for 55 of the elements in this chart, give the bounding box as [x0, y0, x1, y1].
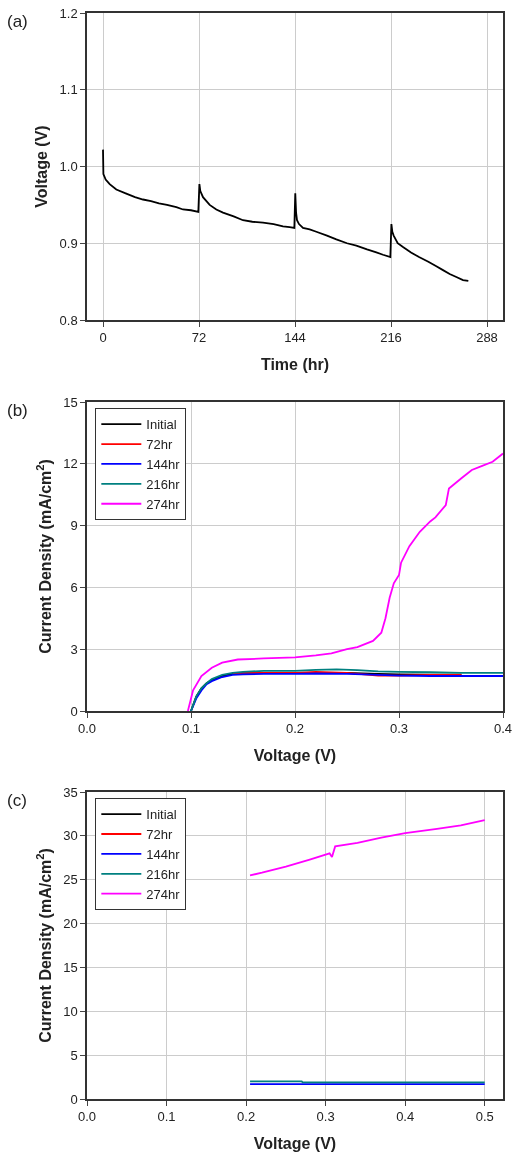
x-tick-label: 72	[191, 330, 207, 346]
y-tick-label: 20	[63, 916, 78, 932]
x-tick-label: 0.3	[316, 1109, 335, 1125]
y-tick-label: 30	[63, 828, 78, 844]
legend-label: 144hr	[146, 846, 181, 862]
x-tick-label: 0.2	[285, 721, 305, 737]
x-tick-label: 0.1	[181, 721, 201, 737]
y-tick-label: 10	[63, 1003, 78, 1019]
line-series	[102, 148, 470, 282]
y-tick-label: 0.9	[59, 235, 78, 251]
y-tick-label: 5	[70, 1047, 78, 1063]
x-tick-label: 0.4	[396, 1109, 415, 1125]
legend-label: 274hr	[146, 886, 181, 902]
x-tick-label: 0.0	[77, 721, 97, 737]
legend-label: Initial	[146, 807, 177, 823]
y-tick-label: 0	[70, 703, 78, 719]
chart-title: (a)	[7, 12, 28, 31]
y-tick-label: 9	[70, 518, 78, 534]
line-series	[186, 452, 503, 711]
y-tick-label: 6	[70, 579, 78, 595]
y-tick-label: 0.8	[59, 312, 78, 328]
x-tick-label: 144	[284, 330, 306, 346]
legend-label: 144hr	[146, 457, 181, 472]
x-tick-label: 0.4	[493, 721, 513, 737]
x-tick-label: 0.1	[157, 1109, 176, 1125]
x-tick-label: 0	[99, 330, 107, 346]
x-tick-label: 0.2	[237, 1109, 256, 1125]
y-tick-label: 1.2	[59, 5, 78, 21]
x-axis-title: Time (hr)	[260, 355, 330, 373]
y-tick-label: 35	[63, 784, 78, 800]
x-tick-label: 288	[476, 330, 498, 346]
y-tick-label: 25	[63, 872, 78, 888]
y-tick-label: 0	[70, 1091, 78, 1107]
x-tick-label: 0.0	[77, 1109, 97, 1125]
chart-title: (b)	[7, 401, 28, 420]
y-tick-label: 1.1	[59, 82, 78, 98]
y-axis-title: Voltage (V)	[32, 125, 50, 208]
y-tick-label: 1.0	[59, 159, 78, 175]
x-tick-label: 0.5	[475, 1109, 494, 1125]
y-tick-label: 15	[63, 959, 78, 975]
y-tick-label: 3	[70, 641, 78, 657]
chart-title: (c)	[7, 791, 27, 810]
x-tick-label: 216	[380, 330, 402, 346]
y-tick-label: 12	[63, 456, 78, 472]
legend-label: 72hr	[146, 437, 174, 453]
y-tick-label: 15	[63, 394, 78, 410]
x-tick-label: 0.3	[389, 721, 409, 737]
legend-label: 216hr	[146, 866, 181, 882]
x-axis-title: Voltage (V)	[253, 1134, 337, 1152]
x-axis-title: Voltage (V)	[253, 746, 337, 764]
legend-label: 216hr	[146, 476, 181, 492]
line-series	[249, 819, 486, 877]
legend-label: 274hr	[146, 496, 181, 512]
legend-label: 72hr	[146, 827, 174, 843]
legend-label: Initial	[146, 417, 177, 433]
